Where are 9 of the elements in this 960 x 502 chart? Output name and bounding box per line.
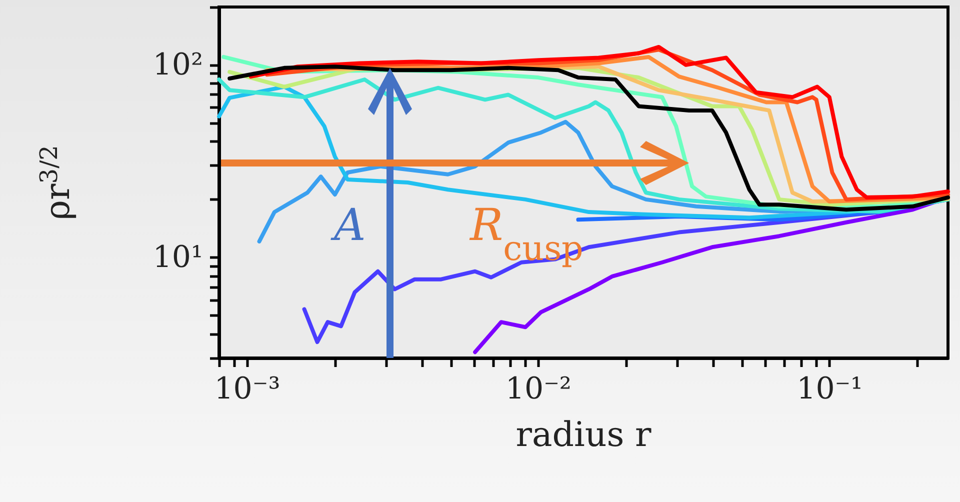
- x-tick-label: 10⁻¹: [796, 372, 863, 406]
- y-axis-title: ρr3/2: [35, 145, 78, 220]
- annotation: A: [330, 200, 366, 251]
- x-axis-title: radius r: [516, 415, 652, 455]
- annotation: R$_{cusp}$: [469, 200, 584, 269]
- y-tick-label: 10¹: [152, 240, 203, 275]
- x-tick-label: 10⁻³: [214, 372, 280, 406]
- x-tick-label: 10⁻²: [505, 372, 572, 406]
- y-tick-label: 10²: [152, 47, 203, 82]
